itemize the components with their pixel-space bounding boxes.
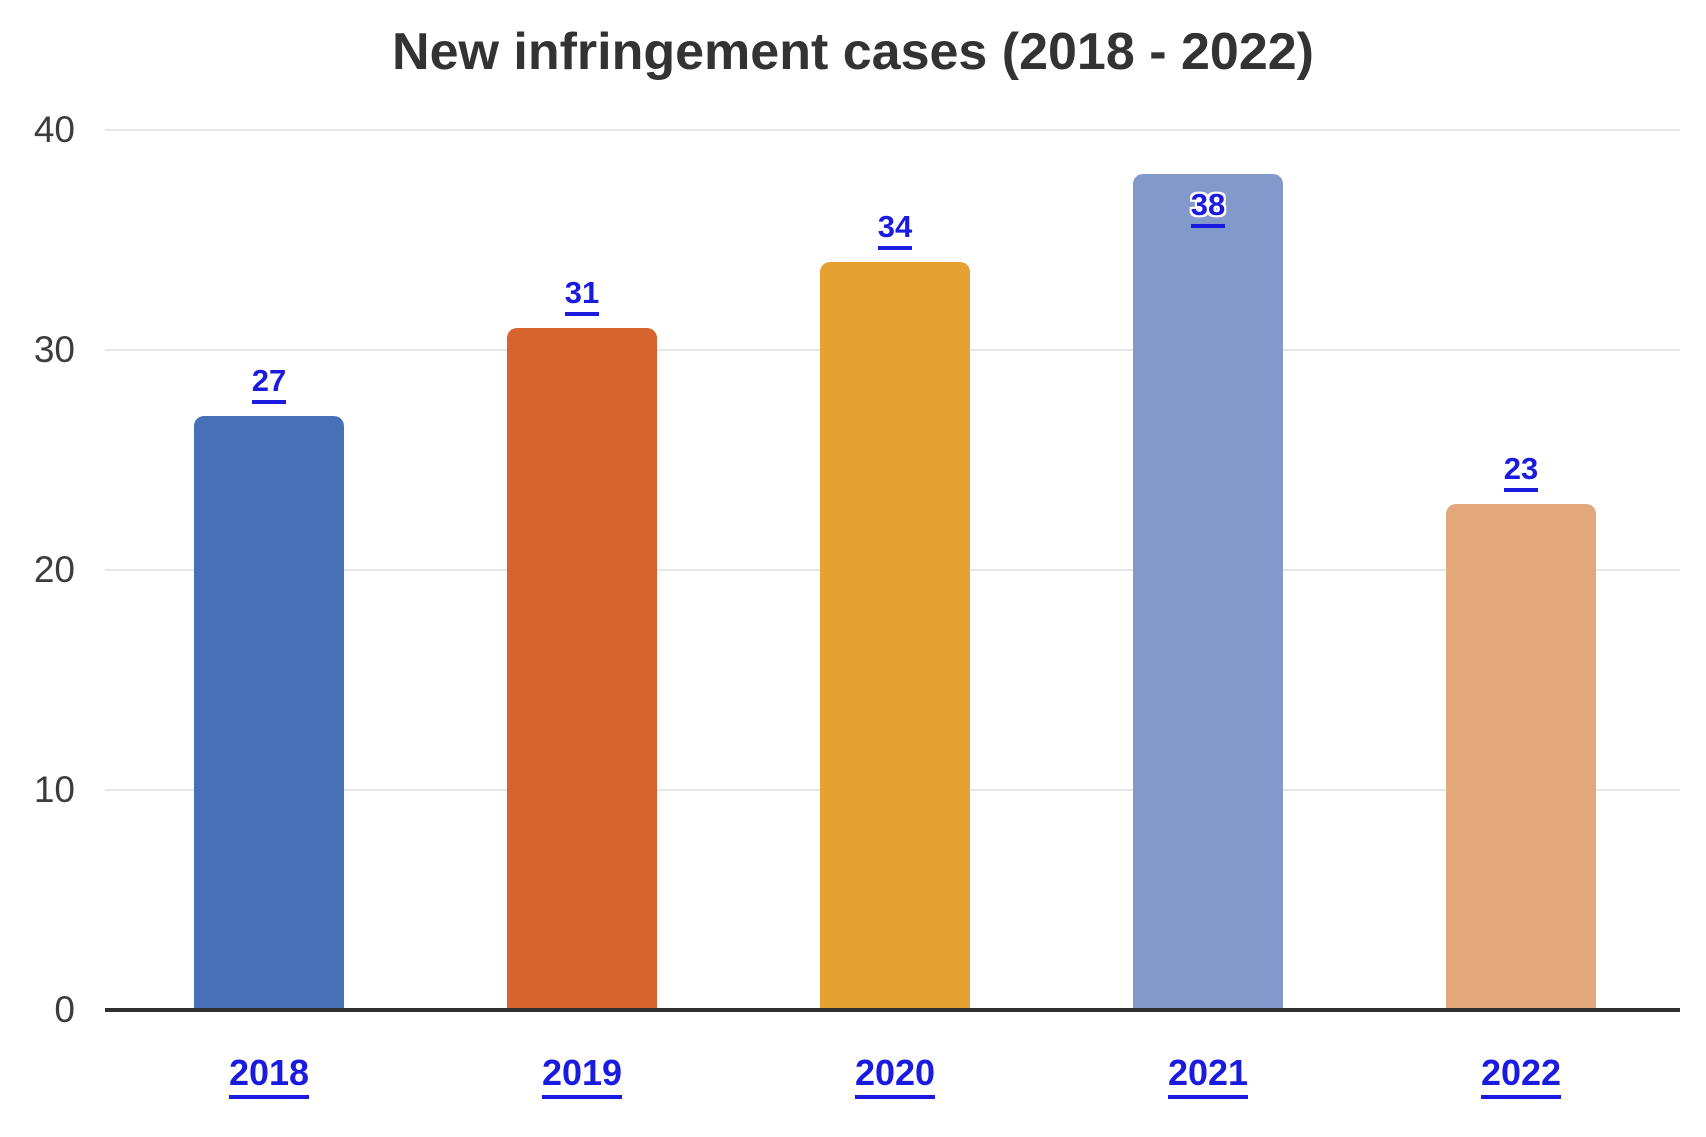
value-label-text: 23: [1503, 452, 1539, 492]
bar-2022[interactable]: [1446, 504, 1596, 1012]
value-label-text: 31: [564, 276, 600, 316]
value-label-text: 38: [1190, 188, 1226, 228]
y-axis-tick-0: 0: [54, 989, 75, 1030]
bar-2018[interactable]: [194, 416, 344, 1012]
bar-2021[interactable]: [1133, 174, 1283, 1012]
y-axis-tick-10: 10: [33, 769, 75, 810]
x-axis-label-text: 2019: [541, 1054, 623, 1099]
bar-2019[interactable]: [507, 328, 657, 1012]
y-axis-tick-40: 40: [33, 109, 75, 150]
chart-title: New infringement cases (2018 - 2022): [392, 23, 1314, 81]
value-label-text: 34: [877, 210, 913, 250]
value-label-2018[interactable]: 27: [184, 364, 354, 404]
x-axis-label-text: 2021: [1167, 1054, 1249, 1099]
gridline-40: [105, 129, 1680, 131]
bar-2020[interactable]: [820, 262, 970, 1012]
value-label-text: 27: [251, 364, 287, 404]
value-label-2019[interactable]: 31: [497, 276, 667, 316]
value-label-2020[interactable]: 34: [810, 210, 980, 250]
x-axis-label-text: 2018: [228, 1054, 310, 1099]
x-axis-label-text: 2022: [1480, 1054, 1562, 1099]
y-axis-tick-30: 30: [33, 329, 75, 370]
value-label-2022[interactable]: 23: [1436, 452, 1606, 492]
x-axis-baseline: [105, 1008, 1680, 1012]
x-axis-label-2021[interactable]: 2021: [1123, 1054, 1293, 1099]
x-axis-label-2022[interactable]: 2022: [1436, 1054, 1606, 1099]
x-axis-label-2019[interactable]: 2019: [497, 1054, 667, 1099]
x-axis-label-2020[interactable]: 2020: [810, 1054, 980, 1099]
x-axis-label-text: 2020: [854, 1054, 936, 1099]
x-axis-label-2018[interactable]: 2018: [184, 1054, 354, 1099]
value-label-2021[interactable]: 38: [1123, 188, 1293, 228]
y-axis-tick-20: 20: [33, 549, 75, 590]
